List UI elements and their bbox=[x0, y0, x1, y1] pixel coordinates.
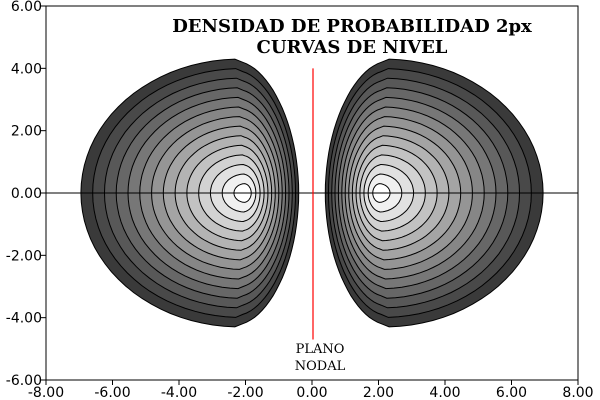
x-tick-label: 0.00 bbox=[296, 385, 327, 400]
nodal-plane-label-line-1: PLANO bbox=[296, 342, 345, 357]
x-tick-label: 8.00 bbox=[562, 385, 593, 400]
y-tick-label: -4.00 bbox=[6, 311, 42, 327]
y-tick-label: -2.00 bbox=[6, 248, 42, 264]
x-tick-label: -2.00 bbox=[227, 385, 263, 400]
nodal-plane-label-line-2: NODAL bbox=[295, 359, 346, 374]
x-tick-label: 6.00 bbox=[496, 385, 527, 400]
y-tick-label: 2.00 bbox=[11, 124, 42, 140]
x-tick-label: -8.00 bbox=[28, 385, 64, 400]
y-tick-label: 4.00 bbox=[11, 61, 42, 77]
x-tick-label: -6.00 bbox=[94, 385, 130, 400]
y-tick-label: 0.00 bbox=[11, 186, 42, 202]
tick-labels: -8.00 -6.00 -4.00 -2.00 0.00 2.00 4.00 6.00 8.00… bbox=[6, 0, 594, 400]
x-tick-label: -4.00 bbox=[161, 385, 197, 400]
x-tick-label: 2.00 bbox=[363, 385, 394, 400]
axes bbox=[41, 5, 579, 385]
x-tick-label: 4.00 bbox=[429, 385, 460, 400]
y-tick-label: 6.00 bbox=[11, 0, 42, 15]
chart-subtitle: CURVAS DE NIVEL bbox=[257, 37, 448, 58]
chart-title: DENSIDAD DE PROBABILIDAD 2px bbox=[172, 16, 532, 37]
y-tick-label: -6.00 bbox=[6, 373, 42, 389]
